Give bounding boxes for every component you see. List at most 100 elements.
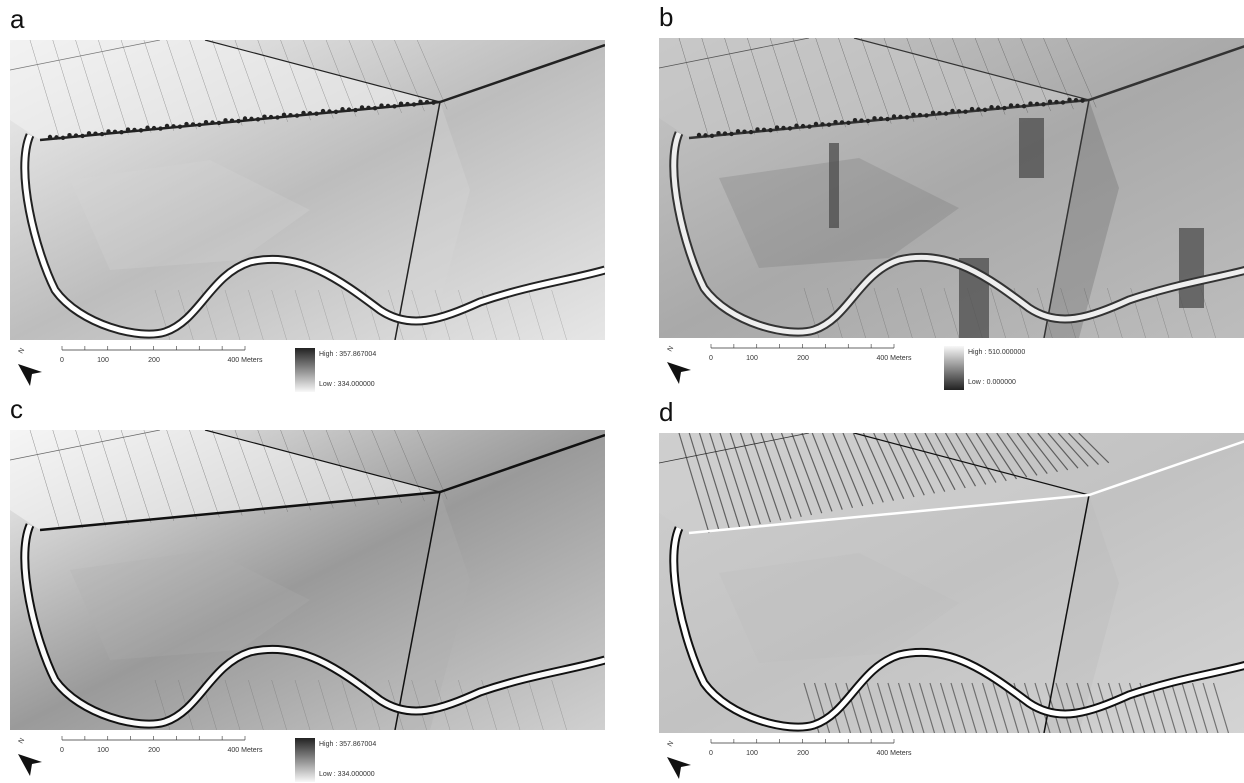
tree (269, 115, 273, 119)
tree (866, 119, 870, 123)
scale-label: 200 (148, 747, 160, 754)
north-arrow (18, 364, 42, 386)
tree (230, 119, 234, 123)
tree (801, 124, 805, 128)
tree (1054, 100, 1058, 104)
tree (262, 114, 266, 118)
tree (87, 131, 91, 135)
legend-ramp (295, 348, 315, 392)
tree (944, 111, 948, 115)
tree (1009, 103, 1013, 107)
tree (405, 102, 409, 106)
tree (386, 104, 390, 108)
tree (768, 128, 772, 132)
tree (308, 111, 312, 115)
tree (1048, 100, 1052, 104)
tree (1022, 104, 1026, 108)
tree (321, 109, 325, 113)
tree (275, 115, 279, 119)
tree (807, 124, 811, 128)
tree (749, 130, 753, 134)
tree (282, 113, 286, 117)
tree (379, 103, 383, 107)
tree (100, 132, 104, 136)
tree (996, 105, 1000, 109)
tree (729, 132, 733, 136)
dark-field (1019, 118, 1044, 178)
tree (139, 128, 143, 132)
tree (54, 135, 58, 139)
tree (840, 120, 844, 124)
legend-low: Low : 334.000000 (319, 381, 375, 388)
tree (106, 129, 110, 133)
scale-label: 200 (148, 357, 160, 364)
tree (697, 133, 701, 137)
map-footer: N0100200400 Meters (649, 735, 1244, 783)
tree (872, 116, 876, 120)
tree (892, 114, 896, 118)
dark-field (829, 143, 839, 228)
tree (937, 111, 941, 115)
tree (249, 117, 253, 121)
tree (301, 111, 305, 115)
tree (788, 126, 792, 130)
north-arrow (667, 362, 691, 384)
panel-label: d (659, 399, 673, 425)
tree (74, 133, 78, 137)
scale-label: 0 (60, 747, 64, 754)
tree (373, 106, 377, 110)
tree (366, 106, 370, 110)
north-label: N (18, 737, 27, 745)
tree (1041, 102, 1045, 106)
figure: aN0100200400 MetersHigh : 357.867004Low … (0, 0, 1244, 783)
legend-low: Low : 0.000000 (968, 379, 1016, 386)
tree (1074, 98, 1078, 102)
tree (334, 110, 338, 114)
tree (217, 121, 221, 125)
tree (742, 129, 746, 133)
tree (970, 107, 974, 111)
tree (1067, 98, 1071, 102)
legend-ramp (295, 738, 315, 782)
panel: bN0100200400 MetersHigh : 510.000000Low … (649, 0, 1244, 378)
tree (145, 126, 149, 130)
tree (158, 126, 162, 130)
tree (781, 126, 785, 130)
tree (210, 120, 214, 124)
tree (820, 122, 824, 126)
tree (48, 135, 52, 139)
tree (957, 109, 961, 113)
tree (736, 129, 740, 133)
scale-label: 100 (97, 357, 109, 364)
tree (859, 118, 863, 122)
tree (327, 109, 331, 113)
tree (885, 117, 889, 121)
scale-label: 0 (709, 750, 713, 757)
tree (152, 126, 156, 130)
north-arrow (667, 757, 691, 779)
legend-low: Low : 334.000000 (319, 771, 375, 778)
panel-label: c (10, 396, 23, 422)
tree (178, 124, 182, 128)
map-image (659, 433, 1244, 733)
tree (184, 122, 188, 126)
legend-high: High : 357.867004 (319, 741, 376, 748)
map-image (659, 38, 1244, 338)
panel: aN0100200400 MetersHigh : 357.867004Low … (0, 0, 600, 380)
map-image (10, 40, 605, 340)
north-label: N (667, 740, 676, 748)
scale-label: 100 (97, 747, 109, 754)
map-footer: N0100200400 MetersHigh : 510.000000Low :… (649, 340, 1244, 396)
tree (295, 113, 299, 117)
tree (412, 102, 416, 106)
tree (119, 130, 123, 134)
scale-label: 200 (797, 355, 809, 362)
tree (983, 108, 987, 112)
tree (288, 113, 292, 117)
tree (911, 112, 915, 116)
tree (165, 124, 169, 128)
legend-high: High : 357.867004 (319, 351, 376, 358)
tree (775, 125, 779, 129)
panel-label: a (10, 6, 24, 32)
tree (833, 120, 837, 124)
